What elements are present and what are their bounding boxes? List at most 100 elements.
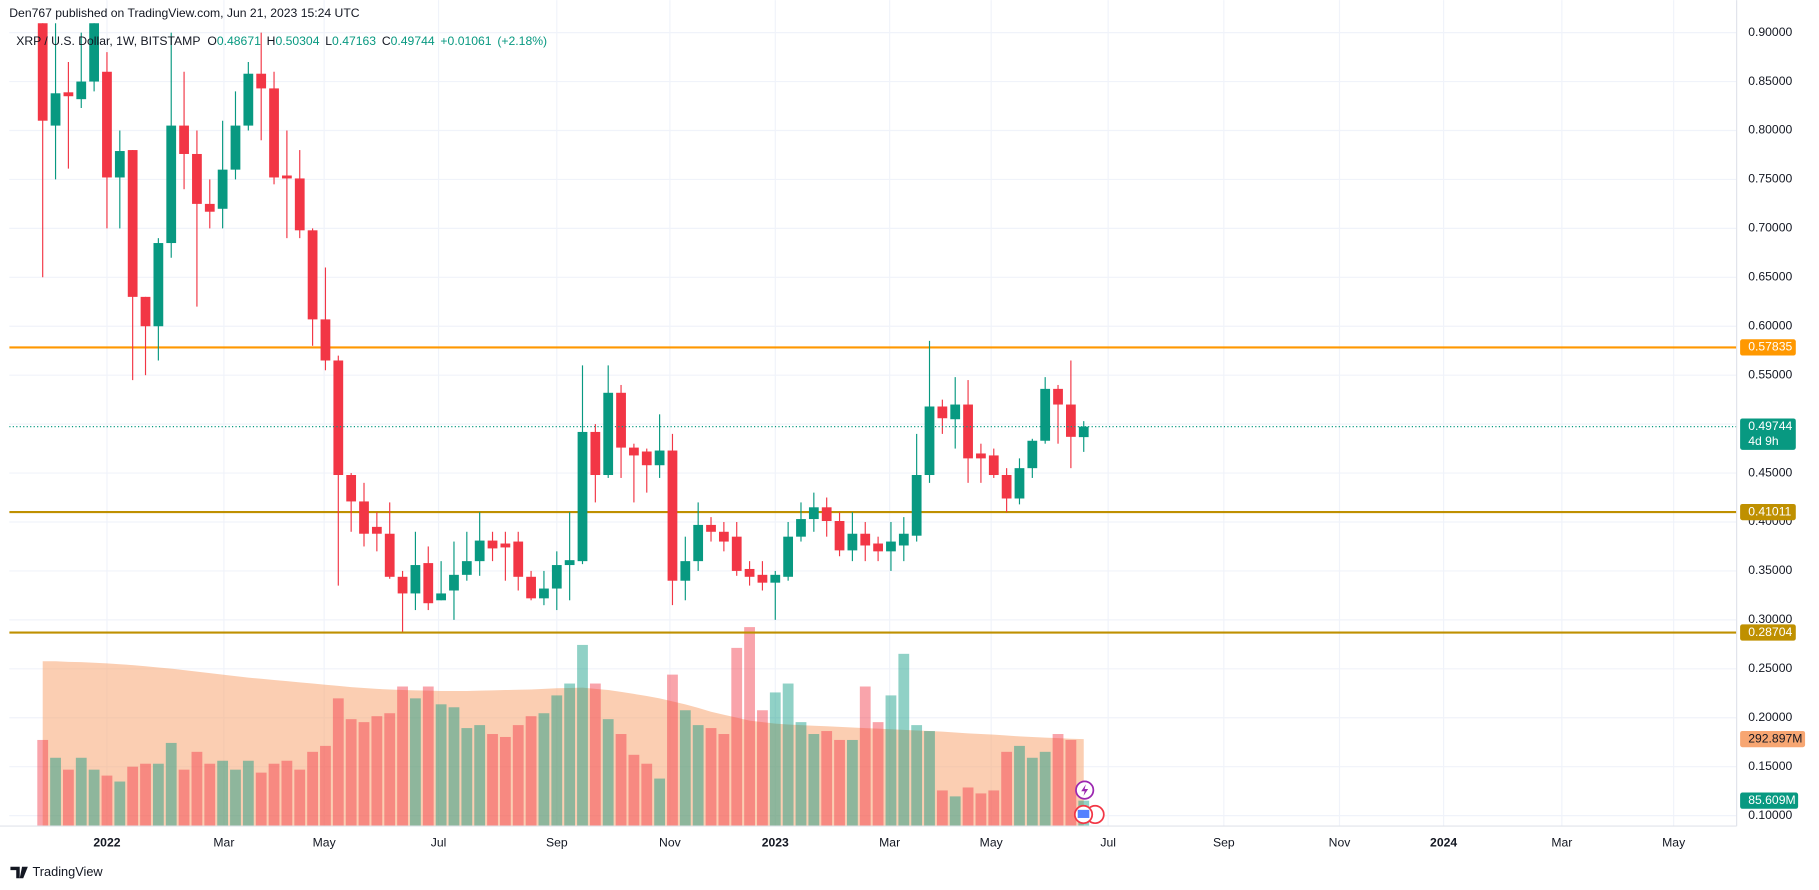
ohlc-value: 0.48671 — [217, 34, 261, 48]
candle-body — [847, 533, 858, 551]
candle-body — [1078, 426, 1089, 438]
candle-body — [269, 88, 279, 178]
candle-body — [898, 533, 909, 546]
ohlc-value: 0.47163 — [332, 34, 376, 48]
volume-bar — [1052, 734, 1064, 827]
candle-body — [359, 501, 369, 534]
candle-body — [577, 431, 588, 562]
y-tick-label: 0.20000 — [1748, 710, 1792, 724]
volume-bar — [718, 734, 730, 827]
candle-body — [1001, 475, 1012, 499]
candle-body — [976, 453, 986, 459]
volume-bar — [975, 793, 987, 827]
candle-body — [282, 175, 292, 179]
event-icons — [1073, 780, 1105, 825]
candle-body — [783, 536, 794, 577]
y-tick-label: 0.30000 — [1748, 612, 1792, 626]
volume-bar — [654, 778, 666, 827]
candle-body — [513, 541, 524, 577]
candle-body — [1014, 468, 1025, 499]
candle-body — [603, 392, 614, 476]
candle-body — [114, 151, 125, 178]
candle-body — [461, 561, 472, 575]
volume-bar — [435, 704, 447, 827]
flag-glyph — [1077, 809, 1090, 818]
y-tick-label: 0.35000 — [1748, 563, 1792, 577]
candle-body — [320, 319, 331, 361]
volume-bar — [165, 742, 177, 827]
volume-bar — [37, 739, 49, 827]
volume-bar — [962, 787, 974, 827]
candle-body — [243, 73, 254, 126]
ohlc-letter: H — [267, 34, 276, 48]
volume-bar — [577, 644, 588, 827]
candle-body — [1053, 388, 1063, 405]
x-tick-label: May — [313, 836, 337, 850]
volume-bar — [705, 728, 717, 827]
candle-body — [371, 526, 382, 534]
last-price-box — [1740, 418, 1796, 450]
candle-body — [680, 561, 691, 581]
candle-body — [937, 406, 948, 419]
candle-body — [140, 296, 151, 327]
candle-body — [590, 431, 601, 476]
candle-body — [397, 576, 408, 594]
y-tick-label: 0.85000 — [1748, 74, 1792, 88]
volume-bar — [101, 775, 113, 827]
volume-bar — [217, 760, 229, 827]
volume-bar — [307, 751, 318, 827]
volume-bar — [525, 716, 537, 827]
y-tick-label: 0.45000 — [1748, 465, 1792, 479]
volume-bar — [191, 751, 203, 827]
volume-bar — [320, 745, 331, 827]
volume-bar — [63, 769, 74, 827]
volume-bar — [898, 653, 910, 827]
volume-bar — [744, 627, 755, 827]
candle-body — [487, 540, 498, 549]
candle-body — [384, 533, 395, 577]
x-tick-label: Mar — [879, 836, 900, 850]
candle-body — [423, 563, 434, 604]
level-label: 0.41011 — [1748, 504, 1791, 518]
volume-bar — [178, 769, 190, 827]
candle-body — [796, 519, 806, 537]
volume-bar — [872, 722, 884, 827]
publish-header: Den767 published on TradingView.com, Jun… — [9, 6, 359, 20]
volume-bar — [1014, 745, 1025, 827]
candle-body — [757, 574, 768, 583]
candle-body — [770, 574, 781, 583]
y-tick-label: 0.70000 — [1748, 221, 1792, 235]
y-tick-label: 0.75000 — [1748, 172, 1792, 186]
candle-body — [63, 92, 74, 97]
volume-bar — [885, 695, 897, 827]
change-pct: (+2.18%) — [497, 34, 547, 48]
x-tick-label: Mar — [1551, 836, 1572, 850]
volume-bar — [140, 763, 151, 827]
logo-mark — [10, 866, 28, 879]
volume-bar — [461, 728, 473, 827]
ohlc-letter: L — [325, 34, 332, 48]
candle-body — [886, 541, 896, 552]
volume-bar — [75, 757, 87, 827]
candle-body — [706, 524, 716, 532]
candle-body — [333, 360, 344, 476]
volume-bar — [474, 725, 486, 827]
candle-body — [230, 125, 241, 170]
volume-bar — [345, 719, 357, 827]
x-tick-label: 2024 — [1430, 836, 1457, 850]
volume-bar — [615, 734, 627, 827]
candle-body — [693, 524, 704, 562]
candle-body — [808, 507, 819, 520]
candle-body — [449, 574, 459, 591]
x-tick-label: Nov — [659, 836, 682, 850]
volume-bar — [564, 683, 576, 827]
countdown-label: 4d 9h — [1748, 434, 1778, 448]
x-tick-label: Sep — [546, 836, 568, 850]
candle-body — [1040, 388, 1051, 441]
volume-bar — [294, 769, 306, 827]
y-tick-label: 0.25000 — [1748, 661, 1792, 675]
volume-bar — [538, 713, 550, 827]
volume-bar — [487, 734, 498, 827]
y-tick-label: 0.10000 — [1748, 808, 1792, 822]
axes: 0.10000 0.15000 0.20000 0.25000 0.30000 0.350… — [93, 25, 1806, 850]
